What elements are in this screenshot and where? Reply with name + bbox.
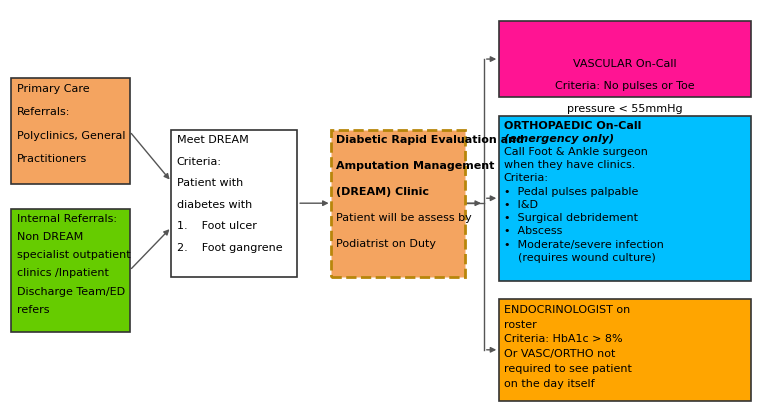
Text: Non DREAM: Non DREAM [17,232,83,242]
Text: Criteria: HbA1c > 8%: Criteria: HbA1c > 8% [504,335,623,344]
Text: pressure < 55mmHg: pressure < 55mmHg [567,104,683,114]
Text: required to see patient: required to see patient [504,364,632,374]
Text: Criteria:: Criteria: [177,157,222,167]
Text: (emergency only): (emergency only) [504,134,614,144]
Text: (DREAM) Clinic: (DREAM) Clinic [336,187,429,197]
Text: Discharge Team/ED: Discharge Team/ED [17,287,125,297]
Text: Meet DREAM: Meet DREAM [177,135,248,145]
Text: (requires wound culture): (requires wound culture) [504,253,655,263]
FancyBboxPatch shape [11,209,130,332]
Text: when they have clinics.: when they have clinics. [504,160,635,170]
Text: Internal Referrals:: Internal Referrals: [17,214,117,224]
Text: •  Surgical debridement: • Surgical debridement [504,213,638,223]
Text: ORTHOPAEDIC On-Call: ORTHOPAEDIC On-Call [504,121,641,131]
Text: •  I&D: • I&D [504,200,538,210]
Text: clinics /Inpatient: clinics /Inpatient [17,268,109,278]
Text: Primary Care: Primary Care [17,84,89,94]
Text: Amputation Management: Amputation Management [336,161,495,171]
Text: 1.    Foot ulcer: 1. Foot ulcer [177,221,257,231]
Text: Patient with: Patient with [177,178,243,188]
Text: ENDOCRINOLOGIST on: ENDOCRINOLOGIST on [504,305,630,315]
Text: Criteria: No pulses or Toe: Criteria: No pulses or Toe [555,81,695,91]
Text: Polyclinics, General: Polyclinics, General [17,131,125,140]
Text: Criteria:: Criteria: [504,173,549,183]
FancyBboxPatch shape [11,78,130,184]
Text: refers: refers [17,305,50,315]
FancyBboxPatch shape [499,299,751,401]
FancyBboxPatch shape [499,116,751,281]
Text: Diabetic Rapid Evaluation and: Diabetic Rapid Evaluation and [336,135,524,145]
Text: Patient will be assess by: Patient will be assess by [336,213,472,223]
Text: roster: roster [504,320,536,330]
Text: Call Foot & Ankle surgeon: Call Foot & Ankle surgeon [504,147,648,157]
Text: Or VASC/ORTHO not: Or VASC/ORTHO not [504,349,615,359]
Text: •  Pedal pulses palpable: • Pedal pulses palpable [504,187,638,197]
Text: specialist outpatient: specialist outpatient [17,250,130,260]
Text: VASCULAR On-Call: VASCULAR On-Call [573,59,677,69]
FancyBboxPatch shape [331,130,465,277]
Text: on the day itself: on the day itself [504,379,594,389]
FancyBboxPatch shape [499,21,751,97]
Text: •  Abscess: • Abscess [504,226,562,236]
Text: Podiatrist on Duty: Podiatrist on Duty [336,239,436,249]
Text: 2.    Foot gangrene: 2. Foot gangrene [177,243,283,253]
Text: •  Moderate/severe infection: • Moderate/severe infection [504,240,664,249]
Text: diabetes with: diabetes with [177,200,252,210]
FancyBboxPatch shape [171,130,297,277]
Text: Referrals:: Referrals: [17,107,70,117]
Text: Practitioners: Practitioners [17,154,87,164]
